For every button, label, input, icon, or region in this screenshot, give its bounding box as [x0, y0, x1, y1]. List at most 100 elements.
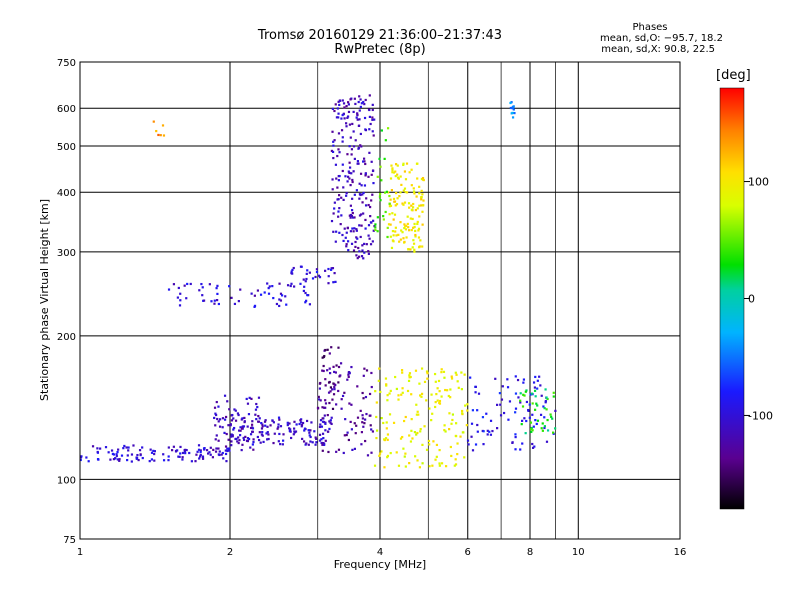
data-point — [438, 462, 441, 465]
data-point — [277, 440, 280, 443]
data-point — [371, 108, 374, 112]
data-point — [208, 451, 211, 454]
data-point — [395, 203, 399, 206]
data-point — [225, 432, 228, 436]
data-point — [305, 277, 308, 281]
data-point — [355, 228, 358, 231]
data-point — [334, 103, 337, 106]
data-point — [392, 421, 396, 424]
data-point — [364, 173, 367, 176]
data-point — [350, 172, 353, 175]
data-point — [345, 194, 348, 197]
data-point — [318, 276, 322, 279]
data-point — [198, 289, 201, 292]
data-point — [341, 233, 344, 237]
data-point — [233, 302, 237, 306]
x-tick-label: 6 — [465, 547, 471, 558]
data-point — [410, 204, 413, 207]
data-point — [406, 215, 409, 218]
data-point — [482, 430, 485, 433]
data-point — [450, 377, 454, 380]
data-point — [409, 375, 412, 379]
data-point — [328, 420, 331, 423]
data-point — [202, 299, 206, 302]
data-point — [130, 460, 133, 463]
data-point — [390, 189, 394, 192]
data-point — [404, 452, 407, 455]
data-point — [373, 464, 377, 467]
data-point — [550, 415, 553, 418]
data-point — [431, 464, 434, 467]
data-point — [324, 422, 327, 425]
data-point — [116, 450, 119, 454]
data-point — [399, 221, 402, 224]
data-point — [308, 271, 311, 274]
data-point — [150, 458, 154, 461]
data-point — [341, 394, 345, 398]
data-point — [243, 420, 246, 423]
data-point — [230, 444, 233, 447]
data-point — [148, 460, 151, 463]
data-point — [226, 449, 229, 453]
data-point — [344, 418, 347, 421]
data-point — [181, 458, 184, 461]
data-point — [449, 396, 452, 399]
data-point — [375, 436, 378, 440]
data-point — [384, 139, 387, 142]
data-point — [242, 438, 246, 441]
data-point — [252, 448, 255, 451]
data-point — [132, 444, 135, 447]
data-point — [315, 437, 318, 440]
data-point — [476, 423, 479, 427]
data-point — [400, 229, 403, 232]
data-point — [351, 178, 354, 182]
data-point — [320, 438, 323, 441]
data-point — [301, 421, 305, 425]
data-point — [520, 419, 524, 422]
data-point — [157, 133, 160, 137]
data-point — [407, 379, 411, 383]
data-point — [540, 427, 543, 430]
data-point — [371, 193, 374, 196]
data-point — [477, 392, 481, 395]
data-point — [471, 449, 475, 452]
data-point — [385, 384, 388, 387]
data-point — [403, 170, 407, 173]
data-point — [324, 439, 327, 442]
data-point — [201, 286, 204, 289]
data-point — [317, 398, 321, 401]
data-point — [247, 437, 251, 441]
data-point — [272, 296, 275, 300]
data-point — [352, 130, 355, 133]
data-point — [362, 374, 365, 377]
data-point — [294, 430, 298, 433]
data-point — [256, 435, 259, 439]
data-point — [415, 403, 418, 406]
data-point — [276, 427, 279, 430]
data-point — [496, 403, 499, 406]
data-point — [506, 386, 510, 389]
data-point — [177, 455, 180, 458]
data-point — [220, 453, 223, 456]
data-point — [455, 434, 458, 438]
data-point — [420, 195, 423, 199]
data-point — [370, 451, 373, 454]
data-point — [391, 167, 394, 170]
data-point — [378, 195, 382, 198]
data-point — [551, 417, 554, 420]
data-point — [241, 443, 244, 446]
data-point — [302, 278, 305, 281]
data-point — [410, 418, 413, 421]
data-point — [212, 448, 215, 451]
data-point — [261, 425, 264, 428]
data-point — [251, 443, 254, 446]
data-point — [300, 425, 303, 428]
data-point — [223, 418, 227, 421]
data-point — [153, 459, 156, 462]
data-point — [277, 416, 281, 419]
data-point — [348, 123, 352, 126]
data-point — [329, 390, 332, 393]
data-point — [197, 448, 201, 451]
data-point — [357, 146, 360, 149]
